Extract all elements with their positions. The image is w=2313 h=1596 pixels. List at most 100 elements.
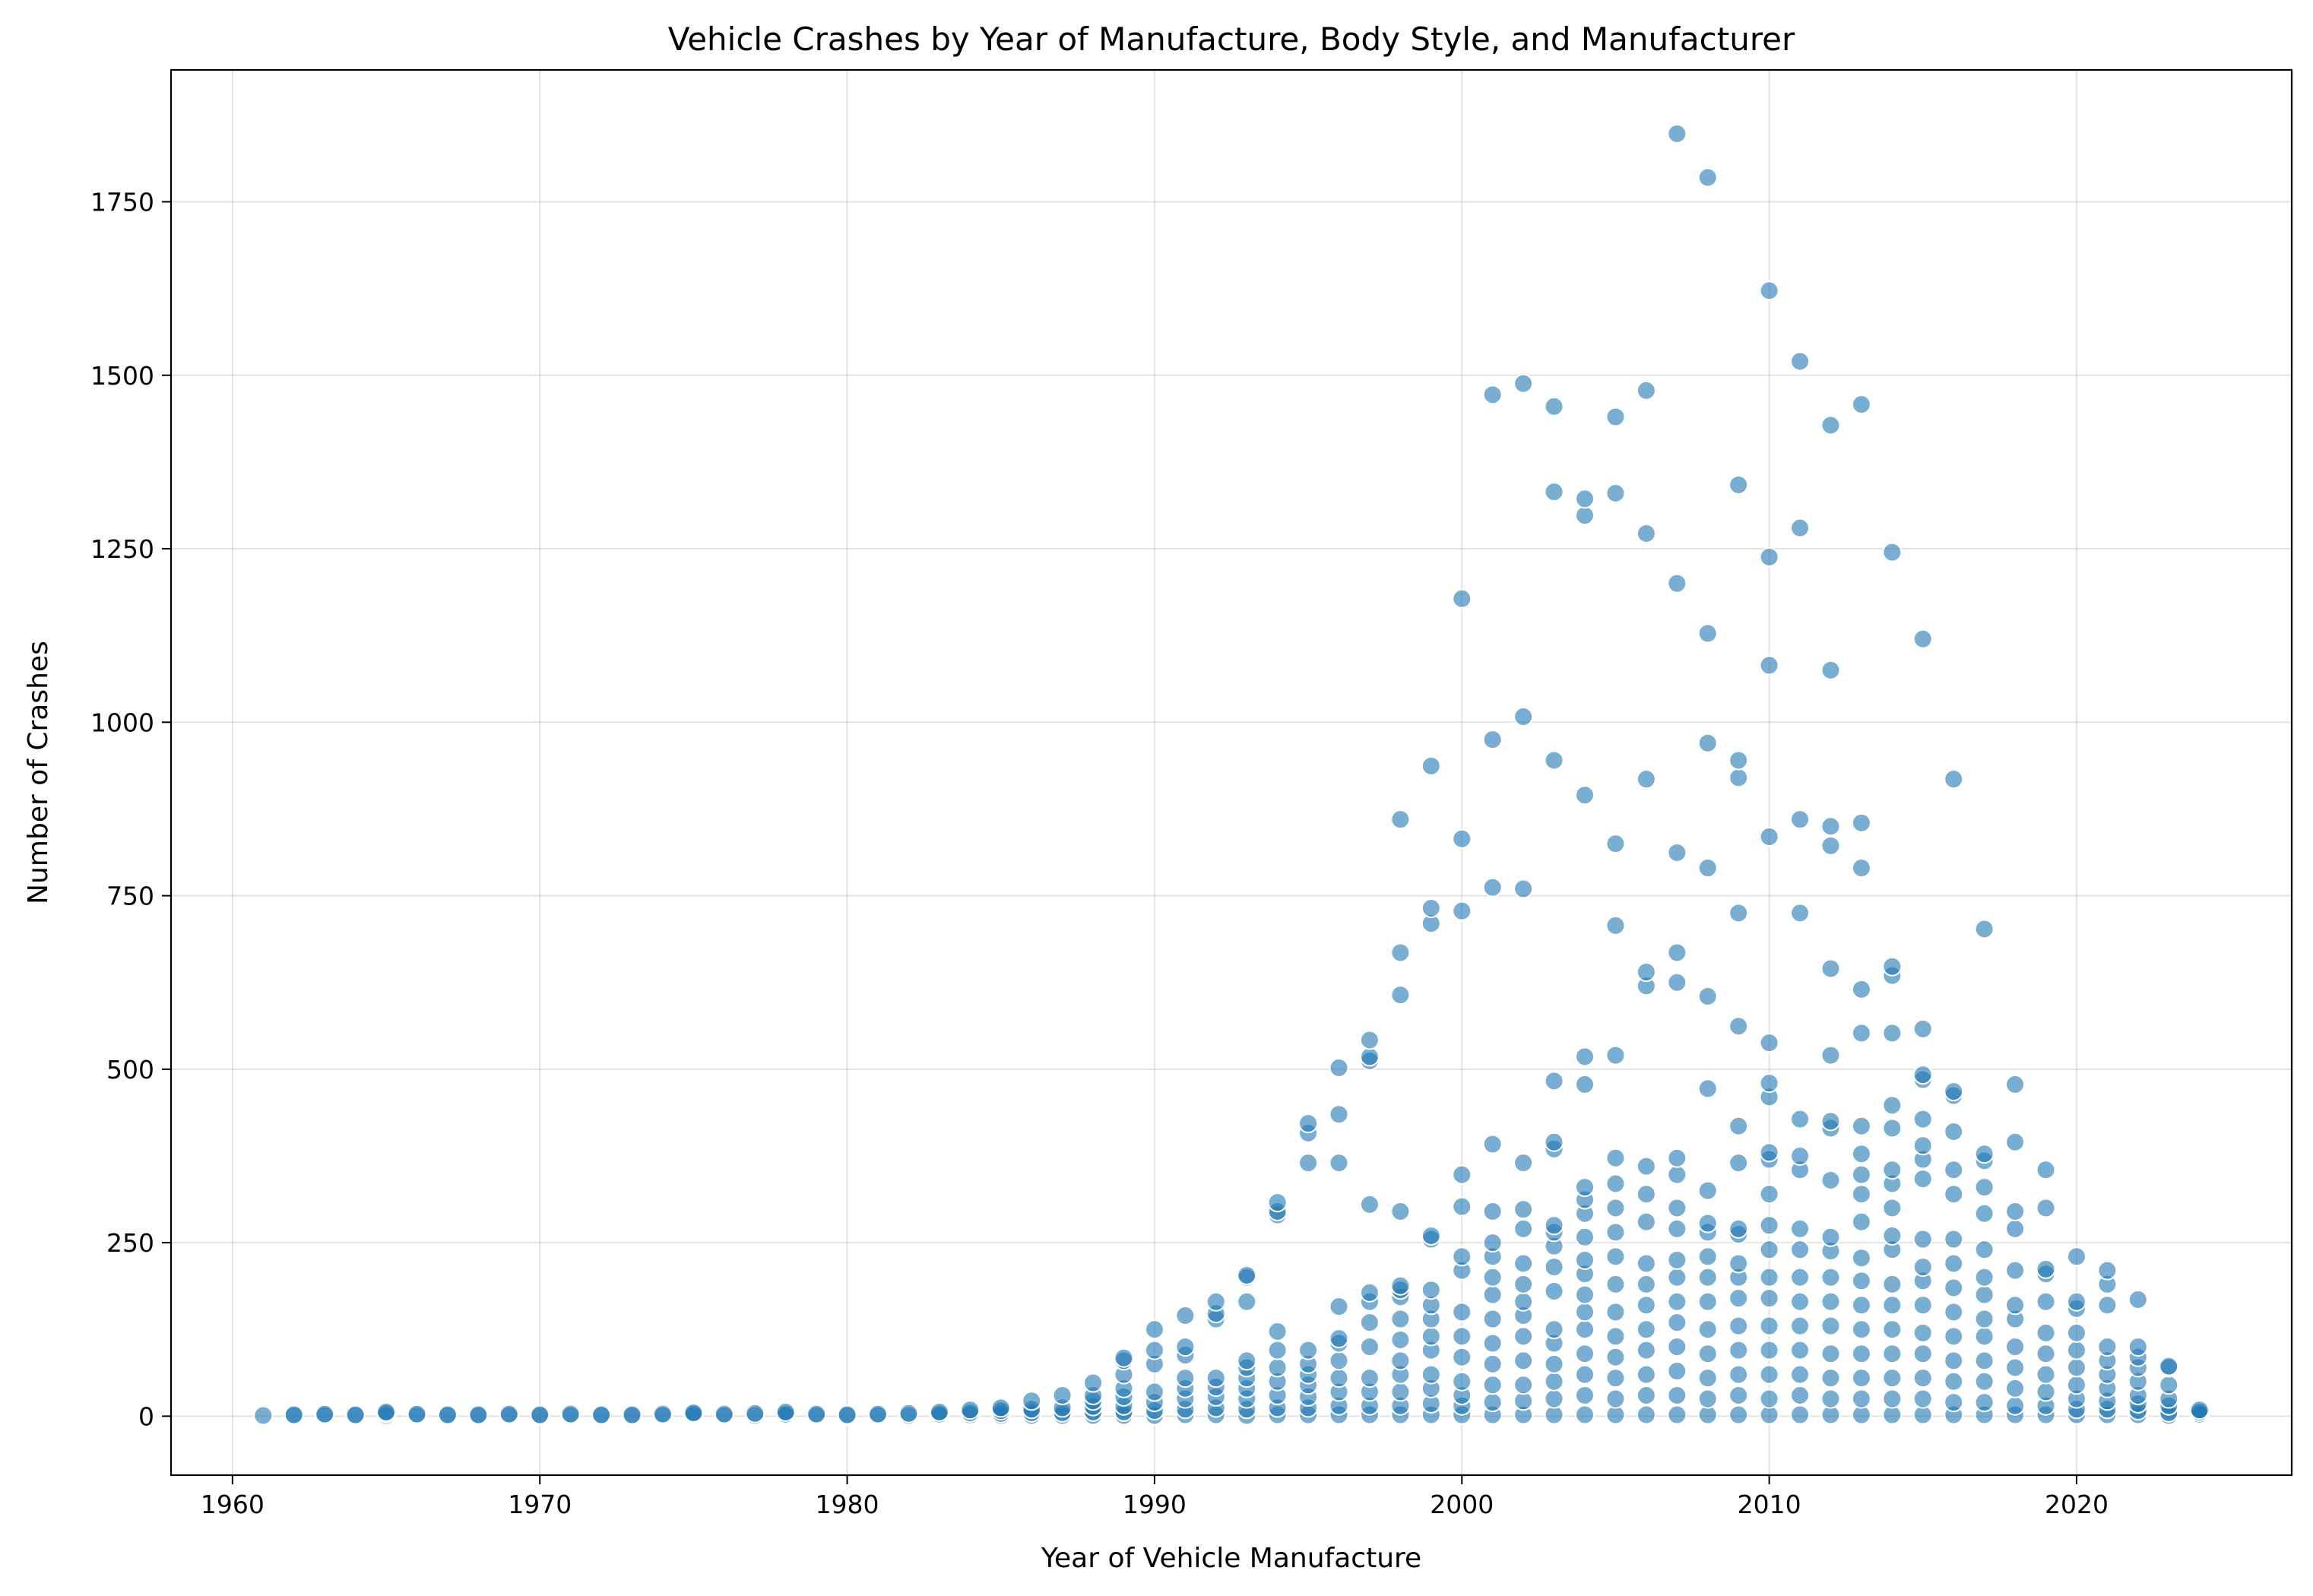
- scatter-point: [1697, 1291, 1718, 1312]
- scatter-point: [1206, 1368, 1226, 1389]
- scatter-point: [1237, 1291, 1257, 1312]
- scatter-point: [1790, 351, 1811, 372]
- scatter-point: [1452, 901, 1472, 921]
- scatter-point: [1882, 956, 1903, 977]
- scatter-point: [1882, 1389, 1903, 1409]
- scatter-point: [1728, 1385, 1749, 1405]
- scatter-point: [1267, 1340, 1288, 1360]
- scatter-point: [1851, 1184, 1871, 1205]
- y-tick-label: 500: [106, 1055, 154, 1085]
- scatter-point: [1820, 958, 1841, 979]
- scatter-point: [2005, 1378, 2026, 1398]
- scatter-point: [1882, 1225, 1903, 1246]
- scatter-point: [775, 1401, 796, 1422]
- scatter-point: [1390, 1329, 1411, 1350]
- scatter-point: [1482, 1233, 1503, 1253]
- scatter-point: [1759, 1033, 1779, 1053]
- scatter-point: [1759, 1240, 1779, 1260]
- scatter-point: [1944, 1351, 1964, 1371]
- scatter-point: [1452, 588, 1472, 609]
- scatter-point: [2005, 1202, 2026, 1222]
- scatter-point: [1882, 1319, 1903, 1340]
- scatter-point: [2189, 1400, 2210, 1420]
- scatter-point: [1237, 1351, 1257, 1371]
- scatter-point: [2005, 1395, 2026, 1416]
- scatter-point: [1790, 518, 1811, 538]
- scatter-point: [1513, 1274, 1534, 1294]
- scatter-point: [1452, 1302, 1472, 1322]
- scatter-point: [1544, 1132, 1564, 1152]
- scatter-point: [1851, 812, 1871, 833]
- scatter-point: [1697, 1180, 1718, 1201]
- scatter-point: [1513, 373, 1534, 394]
- scatter-point: [1944, 1326, 1964, 1347]
- scatter-point: [1912, 1229, 1933, 1249]
- scatter-point: [1912, 1135, 1933, 1156]
- scatter-point: [1851, 394, 1871, 415]
- scatter-point: [1144, 1382, 1164, 1402]
- scatter-point: [1605, 1302, 1626, 1322]
- scatter-point: [1728, 1016, 1749, 1037]
- scatter-point: [1851, 1116, 1871, 1136]
- scatter-point: [1851, 1211, 1871, 1232]
- scatter-point: [1605, 1222, 1626, 1243]
- scatter-point: [1974, 1267, 1995, 1287]
- scatter-point: [1728, 768, 1749, 788]
- scatter-point: [1790, 1385, 1811, 1405]
- scatter-point: [1697, 1213, 1718, 1233]
- scatter-point: [1790, 1291, 1811, 1312]
- scatter-point: [407, 1404, 427, 1424]
- scatter-point: [1882, 542, 1903, 562]
- scatter-point: [1697, 1319, 1718, 1340]
- scatter-point: [1728, 1153, 1749, 1173]
- scatter-point: [1974, 1392, 1995, 1413]
- scatter-point: [1759, 546, 1779, 567]
- scatter-point: [1851, 1389, 1871, 1409]
- y-tick-label: 750: [106, 882, 154, 911]
- scatter-point: [1697, 623, 1718, 644]
- scatter-point: [1667, 972, 1687, 993]
- scatter-point: [1944, 1229, 1964, 1249]
- scatter-point: [1882, 1160, 1903, 1180]
- scatter-point: [1482, 1375, 1503, 1395]
- scatter-point: [1851, 858, 1871, 879]
- scatter-point: [2066, 1340, 2086, 1360]
- scatter-point: [1636, 962, 1656, 983]
- scatter-point: [1605, 1173, 1626, 1194]
- scatter-point: [1605, 1347, 1626, 1367]
- scatter-point: [1359, 1337, 1380, 1357]
- scatter-point: [2005, 1132, 2026, 1152]
- y-tick-label: 0: [138, 1401, 154, 1431]
- scatter-point: [1482, 1267, 1503, 1287]
- scatter-point: [1390, 985, 1411, 1005]
- scatter-point: [1421, 1280, 1441, 1300]
- scatter-point: [1636, 1340, 1656, 1360]
- scatter-point: [1421, 1225, 1441, 1246]
- scatter-point: [1544, 1389, 1564, 1409]
- scatter-point: [1882, 1295, 1903, 1316]
- scatter-point: [1697, 167, 1718, 188]
- scatter-point: [1790, 809, 1811, 830]
- scatter-point: [2128, 1289, 2148, 1309]
- scatter-point: [1851, 979, 1871, 999]
- scatter-point: [1575, 1249, 1595, 1270]
- scatter-point: [1544, 482, 1564, 502]
- scatter-point: [1851, 1248, 1871, 1268]
- scatter-point: [1912, 1018, 1933, 1039]
- scatter-point: [1452, 1326, 1472, 1347]
- scatter-point: [1575, 1404, 1595, 1425]
- scatter-point: [1667, 1313, 1687, 1333]
- scatter-point: [1544, 1257, 1564, 1278]
- scatter-point: [1575, 1284, 1595, 1305]
- scatter-point: [1359, 1194, 1380, 1214]
- scatter-point: [1974, 1351, 1995, 1371]
- scatter-point: [1575, 1227, 1595, 1247]
- scatter-point: [1974, 1177, 1995, 1198]
- scatter-point: [345, 1404, 366, 1425]
- scatter-point: [2036, 1344, 2056, 1364]
- scatter-point: [1912, 1169, 1933, 1189]
- scatter-point: [1206, 1291, 1226, 1312]
- scatter-point: [1544, 1354, 1564, 1374]
- scatter-point: [2097, 1260, 2118, 1281]
